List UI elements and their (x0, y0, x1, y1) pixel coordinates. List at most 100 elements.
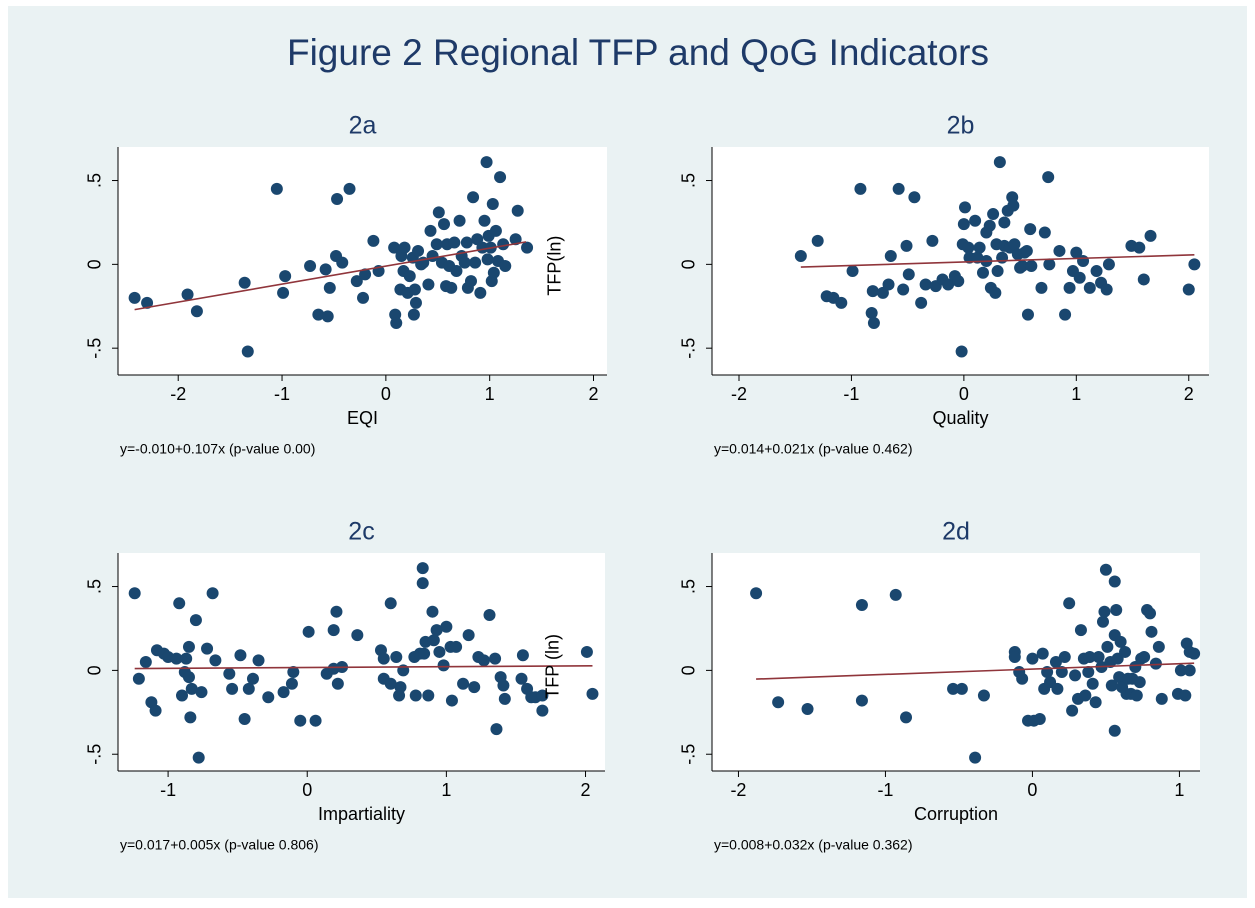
x-tick-label: -1 (274, 384, 290, 404)
point (955, 682, 968, 695)
point (189, 614, 202, 627)
point (494, 171, 507, 184)
point (1138, 650, 1151, 663)
point (304, 260, 317, 273)
point (1188, 258, 1201, 271)
point (477, 654, 490, 667)
point (1108, 724, 1121, 737)
y-tick-label: -.5 (679, 338, 699, 359)
point (351, 629, 364, 642)
plot-area (712, 553, 1200, 771)
point (1026, 652, 1039, 665)
plot-area (118, 553, 605, 771)
y-axis-label: TFP (ln) (543, 634, 563, 699)
point (1036, 647, 1049, 660)
point (1074, 624, 1087, 637)
point (855, 694, 868, 707)
point (438, 218, 450, 231)
x-tick-label: -2 (170, 384, 186, 404)
point (1089, 696, 1102, 709)
point (1035, 281, 1048, 294)
point (1008, 650, 1021, 663)
point (185, 682, 198, 695)
point (426, 605, 439, 618)
point (246, 672, 259, 685)
point (1108, 575, 1121, 588)
point (1182, 283, 1195, 296)
plot-area (712, 147, 1209, 375)
point (201, 642, 214, 655)
point (433, 645, 446, 658)
point (448, 236, 461, 249)
point (1086, 677, 1099, 690)
point (427, 634, 440, 647)
point (206, 587, 219, 600)
note: y=-0.010+0.107x (p-value 0.00) (120, 441, 315, 457)
point (1188, 647, 1201, 660)
point (277, 686, 290, 699)
point (989, 286, 1002, 299)
point (430, 238, 443, 251)
point (1082, 666, 1095, 679)
point (403, 270, 416, 283)
point (182, 640, 195, 653)
point (900, 239, 913, 252)
point (474, 286, 487, 299)
point (498, 692, 511, 705)
point (1114, 635, 1127, 648)
point (497, 679, 510, 692)
point (801, 702, 814, 715)
fit-line (134, 241, 527, 311)
point (1055, 666, 1068, 679)
point (1063, 597, 1076, 610)
point (422, 689, 435, 702)
y-tick-label: -.5 (85, 338, 105, 359)
point (1100, 283, 1113, 296)
point (287, 666, 300, 679)
point (1070, 246, 1083, 259)
point (509, 233, 522, 246)
point (794, 249, 807, 262)
x-tick-label: -2 (730, 780, 746, 800)
point (270, 182, 283, 195)
point (1096, 615, 1109, 628)
point (515, 672, 528, 685)
point (511, 204, 524, 217)
point (1119, 645, 1132, 658)
point (1092, 650, 1105, 663)
point (973, 241, 986, 254)
fit-line (134, 665, 593, 670)
point (384, 677, 397, 690)
x-tick-label: 2 (1184, 384, 1194, 404)
x-tick-label: 0 (302, 780, 312, 800)
point (432, 206, 445, 219)
point (367, 234, 380, 247)
point (390, 650, 403, 663)
point (223, 667, 236, 680)
fit-line (756, 662, 1195, 680)
point (1033, 713, 1046, 726)
y-tick-label: .5 (679, 579, 699, 594)
point (1063, 281, 1076, 294)
point (319, 263, 332, 276)
point (1144, 607, 1157, 620)
plot-area (118, 147, 607, 375)
panel-title: 2c (348, 518, 374, 546)
point (867, 317, 880, 330)
point (241, 345, 254, 358)
point (1099, 563, 1112, 576)
point (398, 241, 411, 254)
point (343, 182, 356, 195)
point (926, 234, 939, 247)
point (900, 711, 913, 724)
point (430, 624, 443, 637)
x-axis-label: EQI (347, 408, 378, 428)
point (460, 236, 473, 249)
point (182, 671, 195, 684)
point (811, 234, 824, 247)
y-tick-label: 0 (679, 665, 699, 675)
x-tick-label: -1 (160, 780, 176, 800)
point (192, 751, 205, 764)
x-tick-label: 1 (485, 384, 495, 404)
point (1145, 625, 1158, 638)
